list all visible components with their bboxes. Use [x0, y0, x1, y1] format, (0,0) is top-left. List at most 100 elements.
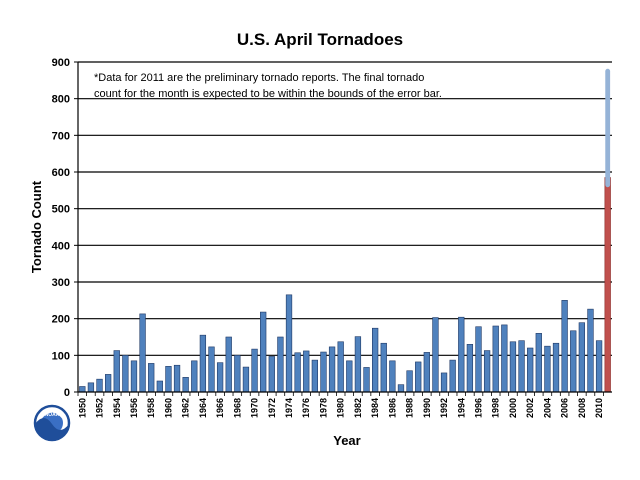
bar-1960 — [165, 366, 172, 393]
bar-1955 — [122, 355, 129, 393]
bar-1984 — [372, 327, 379, 393]
bar-1967 — [225, 336, 232, 393]
y-tick-label-800: 800 — [52, 94, 70, 106]
bar-1970 — [251, 348, 258, 393]
bar-1988 — [406, 370, 413, 393]
annotation-line-2: count for the month is expected to be wi… — [94, 88, 442, 100]
bar-1980 — [337, 341, 344, 393]
y-tick-label-700: 700 — [52, 130, 70, 142]
bar-1997 — [483, 350, 491, 393]
bar-1959 — [156, 380, 163, 393]
y-tick-label-0: 0 — [64, 387, 70, 399]
x-tick-label-1972: 1972 — [267, 398, 277, 418]
bar-1963 — [191, 360, 198, 393]
x-tick-label-2010: 2010 — [594, 398, 604, 418]
bar-1969 — [242, 366, 250, 393]
x-tick-label-1970: 1970 — [250, 398, 260, 418]
bar-1958 — [148, 363, 155, 393]
gridlines — [78, 61, 612, 356]
bars — [79, 68, 611, 393]
bar-1953 — [105, 374, 112, 393]
x-tick-label-1982: 1982 — [353, 398, 363, 418]
x-tick-label-1994: 1994 — [456, 398, 466, 418]
bar-1994 — [458, 316, 465, 393]
bar-2003 — [535, 333, 542, 393]
y-tick-label-900: 900 — [52, 57, 70, 69]
x-tick-label-1990: 1990 — [422, 398, 432, 418]
x-tick-label-1954: 1954 — [112, 398, 122, 418]
bar-1952 — [96, 378, 103, 393]
x-tick-label-1950: 1950 — [77, 398, 87, 418]
noaa-logo-icon: NOAA — [33, 404, 71, 442]
bar-1986 — [389, 360, 396, 393]
bar-1956 — [130, 360, 138, 393]
x-tick-label-1956: 1956 — [129, 398, 139, 418]
bar-2008 — [578, 322, 585, 393]
x-tick-label-2006: 2006 — [560, 398, 570, 418]
bar-1962 — [182, 377, 189, 393]
bar-2000 — [509, 341, 517, 393]
bar-1995 — [466, 344, 474, 393]
bar-1992 — [440, 372, 448, 393]
x-tick-label-1968: 1968 — [232, 398, 242, 418]
bar-1982 — [354, 336, 362, 393]
bar-1957 — [139, 313, 146, 393]
x-tick-label-1958: 1958 — [146, 398, 156, 418]
bar-1979 — [328, 346, 336, 393]
x-ticks: 1950 1952 1954 1956 1958 1960 1962 1964 1966 1968… — [77, 392, 604, 418]
y-tick-label-300: 300 — [52, 277, 70, 289]
bar-1975 — [294, 352, 301, 393]
bar-2006 — [561, 300, 568, 393]
x-tick-label-1992: 1992 — [439, 398, 449, 418]
bar-1991 — [432, 317, 439, 393]
bar-1966 — [216, 362, 224, 393]
bar-1968 — [234, 355, 241, 393]
x-tick-label-2000: 2000 — [508, 398, 518, 418]
bar-1951 — [87, 382, 95, 393]
bar-1996 — [475, 326, 482, 393]
bar-1965 — [208, 346, 215, 393]
bar-2005 — [552, 342, 560, 393]
bar-1972 — [268, 356, 275, 393]
bar-1989 — [415, 361, 422, 393]
x-tick-label-1964: 1964 — [198, 398, 208, 418]
chart-title: U.S. April Tornadoes — [237, 30, 403, 49]
x-tick-label-1960: 1960 — [163, 398, 173, 418]
bar-1981 — [346, 360, 353, 393]
bar-1999 — [501, 324, 508, 393]
x-tick-label-2002: 2002 — [525, 398, 535, 418]
bar-1987 — [397, 384, 405, 393]
y-tick-label-600: 600 — [52, 167, 70, 179]
bar-2002 — [527, 347, 534, 393]
y-axis-label: Tornado Count — [29, 180, 44, 273]
x-tick-label-1980: 1980 — [336, 398, 346, 418]
bar-1954 — [113, 350, 120, 393]
x-tick-label-1966: 1966 — [215, 398, 225, 418]
y-tick-label-500: 500 — [52, 204, 70, 216]
x-tick-label-1974: 1974 — [284, 398, 294, 418]
x-tick-label-1996: 1996 — [474, 398, 484, 418]
y-ticks: 0 100 200 300 400 500 600 700 800 900 — [52, 57, 78, 399]
x-tick-label-1952: 1952 — [95, 398, 105, 418]
bar-1974 — [285, 294, 293, 393]
bar-1961 — [173, 364, 181, 393]
bar-2007 — [570, 330, 577, 393]
x-tick-label-1986: 1986 — [387, 398, 397, 418]
bar-1990 — [423, 352, 430, 393]
bar-2011 — [604, 177, 611, 393]
x-tick-label-1978: 1978 — [318, 398, 328, 418]
y-tick-label-200: 200 — [52, 314, 70, 326]
bar-2010 — [595, 340, 603, 393]
bar-1983 — [363, 367, 370, 393]
bar-1978 — [320, 351, 327, 393]
x-tick-label-2004: 2004 — [542, 398, 552, 418]
bar-2004 — [544, 345, 551, 393]
bar-1950 — [79, 386, 86, 393]
x-axis-label: Year — [333, 433, 360, 448]
bar-2001 — [518, 340, 525, 393]
bar-1964 — [199, 334, 207, 393]
bar-1998 — [492, 325, 499, 393]
annotation-line-1: *Data for 2011 are the preliminary torna… — [94, 72, 424, 84]
bar-1993 — [449, 359, 456, 393]
